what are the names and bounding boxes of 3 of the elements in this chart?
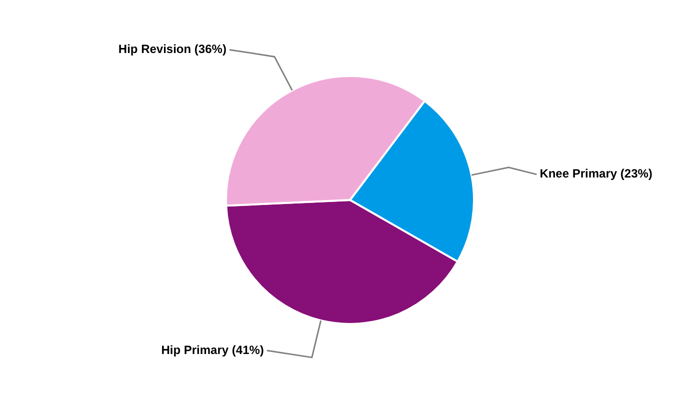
slice-label: Knee Primary (23%): [540, 166, 652, 181]
slice-label: Hip Primary (41%): [161, 342, 264, 357]
slice-label: Hip Revision (36%): [118, 42, 226, 56]
